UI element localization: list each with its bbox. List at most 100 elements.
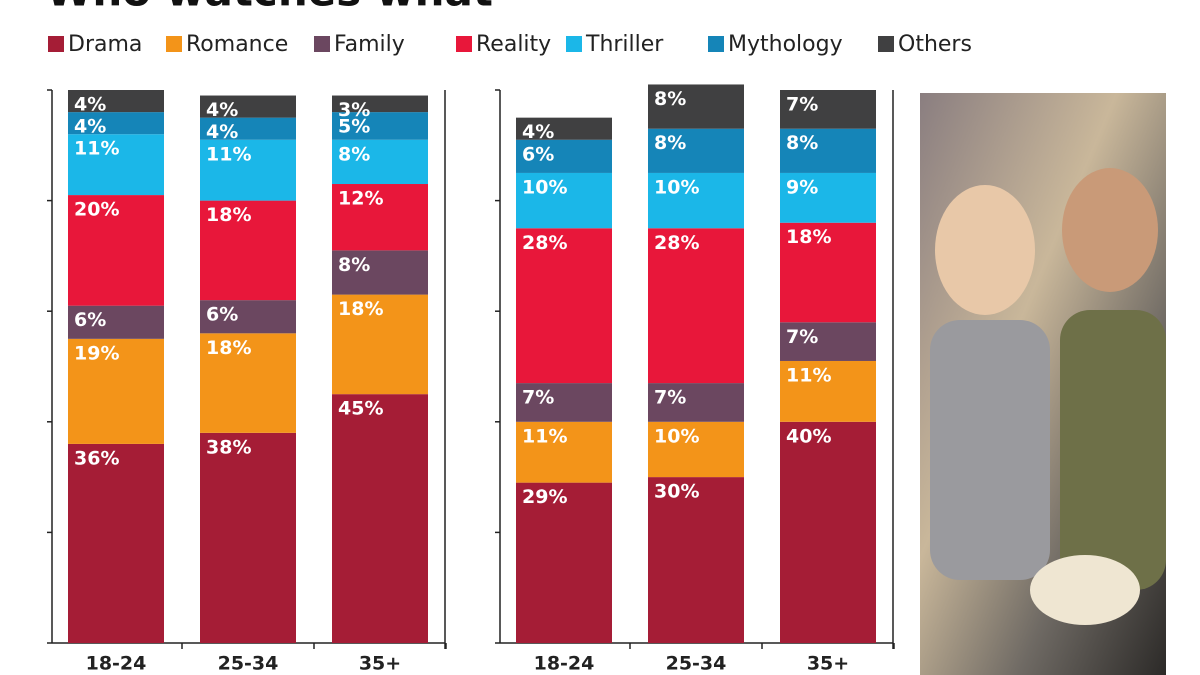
value-label: 10%	[522, 176, 567, 198]
bar-segment	[332, 112, 428, 140]
value-label: 29%	[522, 486, 567, 508]
photo	[920, 93, 1166, 675]
legend-swatch	[314, 36, 330, 52]
value-label: 8%	[654, 88, 686, 110]
x-tick-label: 25-34	[218, 653, 279, 675]
legend-label: Family	[334, 32, 405, 57]
value-label: 28%	[654, 232, 699, 254]
bar-segment	[648, 172, 744, 229]
bar-segment	[332, 250, 428, 295]
bar-segment	[516, 228, 612, 384]
value-label: 11%	[786, 364, 831, 386]
legend-label: Others	[898, 32, 972, 57]
x-tick-label: 18-24	[534, 653, 595, 675]
value-label: 4%	[74, 94, 106, 116]
value-label: 4%	[206, 99, 238, 121]
bar-segment	[780, 360, 876, 422]
value-label: 8%	[338, 254, 370, 276]
bar-segment	[200, 95, 296, 118]
value-label: 38%	[206, 436, 251, 458]
bar-segment	[780, 421, 876, 643]
bar-segment	[200, 117, 296, 140]
value-label: 8%	[654, 132, 686, 154]
value-label: 30%	[654, 481, 699, 503]
x-tick-label: 35+	[807, 653, 849, 675]
value-label: 18%	[338, 298, 383, 320]
bar-segment	[68, 305, 164, 339]
bar-segment	[516, 482, 612, 643]
bar-segment	[780, 322, 876, 361]
bar-segment	[68, 90, 164, 113]
value-label: 7%	[786, 94, 818, 116]
legend-swatch	[456, 36, 472, 52]
value-label: 12%	[338, 188, 383, 210]
value-label: 11%	[74, 138, 119, 160]
bar-segment	[516, 172, 612, 229]
value-label: 9%	[786, 176, 818, 198]
bar-segment	[332, 184, 428, 251]
bar-segment	[68, 195, 164, 306]
value-label: 8%	[338, 143, 370, 165]
bar-segment	[648, 228, 744, 384]
value-label: 7%	[522, 387, 554, 409]
bar-segment	[780, 172, 876, 223]
bar-segment	[516, 139, 612, 173]
legend-label: Drama	[68, 32, 142, 57]
bar-segment	[780, 90, 876, 129]
bar-segment	[68, 112, 164, 135]
value-label: 4%	[206, 121, 238, 143]
bar-segment	[68, 443, 164, 643]
value-label: 36%	[74, 447, 119, 469]
value-label: 20%	[74, 199, 119, 221]
bar-segment	[332, 394, 428, 643]
bar-segment	[780, 128, 876, 173]
legend-swatch	[708, 36, 724, 52]
bar-segment	[516, 383, 612, 422]
bar-segment	[332, 139, 428, 185]
value-label: 4%	[522, 121, 554, 143]
legend-swatch	[48, 36, 64, 52]
bar-segment	[200, 333, 296, 433]
value-label: 18%	[206, 204, 251, 226]
value-label: 6%	[74, 309, 106, 331]
value-label: 45%	[338, 398, 383, 420]
bar-segment	[332, 95, 428, 113]
value-label: 18%	[786, 226, 831, 248]
x-tick-label: 25-34	[666, 653, 727, 675]
value-label: 5%	[338, 116, 370, 138]
chart-title: Who watches what	[46, 0, 493, 16]
legend-swatch	[878, 36, 894, 52]
value-label: 10%	[654, 176, 699, 198]
legend-label: Reality	[476, 32, 551, 57]
value-label: 11%	[206, 143, 251, 165]
value-label: 18%	[206, 337, 251, 359]
bar-segment	[200, 200, 296, 301]
bar-segment	[648, 383, 744, 422]
bar-segment	[648, 477, 744, 643]
legend-label: Thriller	[585, 32, 664, 57]
value-label: 19%	[74, 342, 119, 364]
legend-label: Mythology	[728, 32, 843, 57]
legend-swatch	[166, 36, 182, 52]
legend-label: Romance	[186, 32, 288, 57]
x-tick-label: 35+	[359, 653, 401, 675]
value-label: 40%	[786, 425, 831, 447]
value-label: 8%	[786, 132, 818, 154]
bar-segment	[648, 84, 744, 129]
bar-segment	[516, 117, 612, 140]
value-label: 4%	[74, 116, 106, 138]
x-tick-label: 18-24	[86, 653, 147, 675]
bar-segment	[648, 421, 744, 478]
bar-segment	[780, 222, 876, 323]
value-label: 10%	[654, 425, 699, 447]
bar-segment	[200, 139, 296, 201]
value-label: 28%	[522, 232, 567, 254]
bar-segment	[68, 134, 164, 196]
value-label: 7%	[654, 387, 686, 409]
bar-segment	[516, 421, 612, 483]
bar-segment	[332, 294, 428, 395]
bar-segment	[200, 432, 296, 643]
value-label: 11%	[522, 425, 567, 447]
legend-swatch	[566, 36, 582, 52]
